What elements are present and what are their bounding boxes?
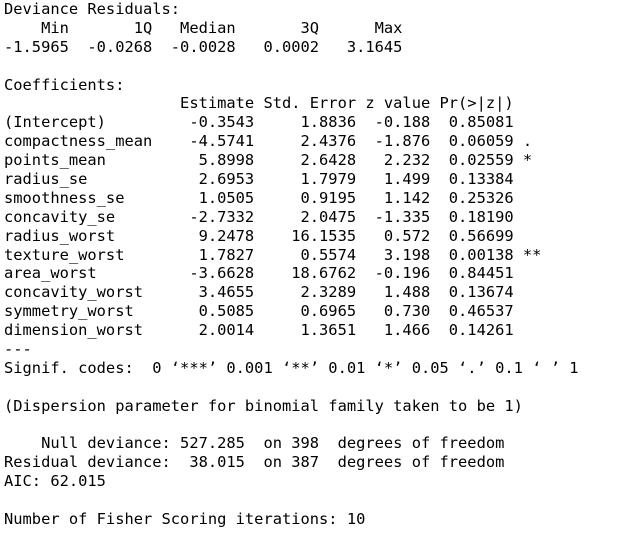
residual-deviance: Residual deviance: 38.015 on 387 degrees… (4, 453, 505, 472)
coefficient-row-radius-worst: radius_worst 9.2478 16.1535 0.572 0.5669… (4, 226, 514, 245)
deviance-residuals-values: -1.5965 -0.0268 -0.0028 0.0002 3.1645 (4, 37, 403, 56)
blank-line (4, 416, 634, 435)
coefficient-row-compactness-mean: compactness_mean -4.5741 2.4376 -1.876 0… (4, 132, 533, 151)
dispersion-note: (Dispersion parameter for binomial famil… (4, 396, 523, 415)
coefficient-row-radius-se: radius_se 2.6953 1.7979 1.499 0.13384 (4, 170, 514, 189)
coefficient-row-symmetry-worst: symmetry_worst 0.5085 0.6965 0.730 0.465… (4, 302, 514, 321)
null-deviance: Null deviance: 527.285 on 398 degrees of… (4, 434, 505, 453)
signif-codes: Signif. codes: 0 ‘***’ 0.001 ‘**’ 0.01 ‘… (4, 358, 579, 377)
blank-line (4, 491, 634, 510)
coefficient-row-texture-worst: texture_worst 1.7827 0.5574 3.198 0.0013… (4, 245, 542, 264)
aic-value: AIC: 62.015 (4, 472, 106, 491)
coefficient-row-smoothness-se: smoothness_se 1.0505 0.9195 1.142 0.2532… (4, 188, 514, 207)
blank-line (4, 378, 634, 397)
coefficient-row-intercept: (Intercept) -0.3543 1.8836 -0.188 0.8508… (4, 113, 514, 132)
coefficient-row-points-mean: points_mean 5.8998 2.6428 2.232 0.02559 … (4, 151, 533, 170)
separator-line: --- (4, 340, 32, 359)
coefficient-row-dimension-worst: dimension_worst 2.0014 1.3651 1.466 0.14… (4, 321, 514, 340)
coefficient-row-concavity-se: concavity_se -2.7332 2.0475 -1.335 0.181… (4, 207, 514, 226)
deviance-residuals-header: Min 1Q Median 3Q Max (4, 18, 403, 37)
coefficients-header: Estimate Std. Error z value Pr(>|z|) (4, 94, 514, 113)
blank-line (4, 57, 634, 76)
fisher-iterations: Number of Fisher Scoring iterations: 10 (4, 510, 366, 529)
coefficients-title: Coefficients: (4, 75, 125, 94)
coefficient-row-area-worst: area_worst -3.6628 18.6762 -0.196 0.8445… (4, 264, 514, 283)
coefficient-row-concavity-worst: concavity_worst 3.4655 2.3289 1.488 0.13… (4, 283, 514, 302)
deviance-residuals-title: Deviance Residuals: (4, 0, 181, 18)
